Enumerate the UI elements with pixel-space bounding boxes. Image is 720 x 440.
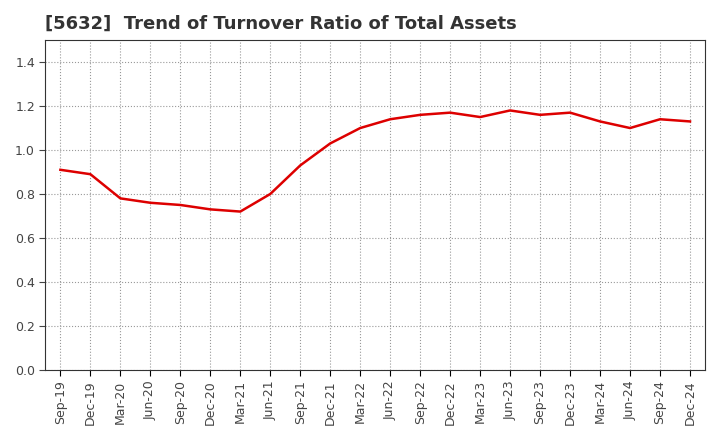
Text: [5632]  Trend of Turnover Ratio of Total Assets: [5632] Trend of Turnover Ratio of Total … <box>45 15 517 33</box>
